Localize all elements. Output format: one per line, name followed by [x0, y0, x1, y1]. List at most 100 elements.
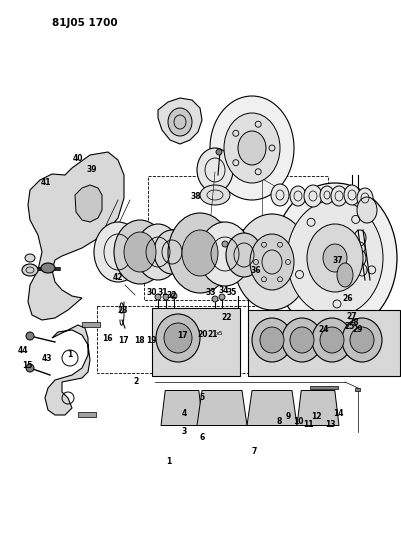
Text: 18: 18	[134, 336, 145, 344]
Polygon shape	[75, 185, 102, 222]
Ellipse shape	[168, 108, 192, 136]
Text: 24: 24	[319, 325, 329, 334]
Text: 14: 14	[334, 409, 344, 417]
Ellipse shape	[320, 186, 334, 204]
Circle shape	[219, 294, 225, 300]
Text: 23: 23	[117, 306, 128, 314]
Ellipse shape	[197, 148, 233, 192]
Text: 13: 13	[326, 421, 336, 429]
Circle shape	[212, 296, 218, 302]
Polygon shape	[158, 98, 202, 144]
Ellipse shape	[114, 220, 166, 284]
Circle shape	[26, 332, 34, 340]
Text: 17: 17	[177, 332, 188, 340]
Text: 32: 32	[166, 292, 177, 300]
Ellipse shape	[260, 327, 284, 353]
Polygon shape	[45, 325, 90, 415]
Text: 11: 11	[303, 421, 313, 429]
Ellipse shape	[273, 183, 397, 333]
Ellipse shape	[199, 222, 251, 286]
Ellipse shape	[210, 96, 294, 200]
Ellipse shape	[337, 263, 353, 287]
Text: 31: 31	[157, 288, 168, 296]
Text: 12: 12	[312, 413, 322, 421]
Ellipse shape	[282, 318, 322, 362]
Ellipse shape	[342, 318, 382, 362]
Ellipse shape	[354, 230, 366, 246]
Ellipse shape	[164, 323, 192, 353]
Circle shape	[222, 241, 228, 247]
Ellipse shape	[224, 113, 280, 183]
Text: 16: 16	[102, 334, 113, 343]
Text: 1: 1	[67, 350, 73, 359]
Ellipse shape	[234, 214, 310, 310]
Text: 39: 39	[86, 165, 97, 174]
Ellipse shape	[357, 188, 373, 208]
Ellipse shape	[94, 222, 142, 282]
Ellipse shape	[252, 318, 292, 362]
Polygon shape	[28, 152, 124, 320]
Circle shape	[26, 364, 34, 372]
Text: 36: 36	[251, 266, 261, 275]
Text: 3: 3	[182, 427, 187, 436]
Text: 10: 10	[294, 417, 304, 425]
Ellipse shape	[238, 131, 266, 165]
Polygon shape	[197, 391, 247, 425]
Text: 44: 44	[18, 346, 28, 355]
Circle shape	[155, 294, 161, 300]
Text: 30: 30	[146, 288, 157, 296]
Text: 5: 5	[200, 393, 205, 401]
Bar	[78, 412, 96, 417]
Text: 26: 26	[343, 294, 353, 303]
Text: 35: 35	[227, 288, 237, 296]
Ellipse shape	[200, 185, 230, 205]
Text: 19: 19	[146, 336, 157, 344]
Ellipse shape	[136, 224, 180, 280]
Text: 1: 1	[166, 457, 171, 465]
Text: 40: 40	[73, 155, 83, 163]
Circle shape	[171, 293, 177, 299]
Bar	[355, 388, 360, 391]
Ellipse shape	[312, 318, 352, 362]
Text: 20: 20	[197, 330, 208, 339]
Text: 17: 17	[118, 336, 129, 344]
Text: 41: 41	[41, 178, 51, 187]
Text: 2: 2	[134, 377, 139, 385]
Text: 6: 6	[200, 433, 205, 441]
Circle shape	[216, 149, 222, 155]
Ellipse shape	[290, 327, 314, 353]
Ellipse shape	[250, 234, 294, 290]
Text: 34: 34	[219, 286, 229, 295]
Polygon shape	[247, 391, 297, 425]
Text: 8: 8	[276, 417, 282, 425]
Text: 43: 43	[42, 354, 53, 362]
Text: 37: 37	[332, 256, 343, 264]
Ellipse shape	[357, 197, 377, 223]
Ellipse shape	[331, 186, 347, 206]
Text: 33: 33	[205, 288, 216, 296]
Polygon shape	[161, 391, 203, 425]
Bar	[248, 310, 400, 376]
Ellipse shape	[22, 264, 38, 276]
Text: 42: 42	[113, 273, 124, 281]
Text: 29: 29	[352, 325, 363, 334]
Ellipse shape	[344, 185, 360, 205]
Ellipse shape	[304, 185, 322, 207]
Text: x5: x5	[216, 330, 224, 336]
Bar	[82, 322, 100, 327]
Polygon shape	[297, 391, 339, 425]
Ellipse shape	[154, 230, 190, 274]
Bar	[144, 229, 340, 300]
Text: 9: 9	[285, 413, 291, 421]
Bar	[152, 308, 240, 376]
Ellipse shape	[25, 254, 35, 262]
Ellipse shape	[350, 327, 374, 353]
Text: 21: 21	[207, 330, 218, 339]
Circle shape	[163, 294, 169, 300]
Ellipse shape	[271, 184, 289, 206]
Text: 15: 15	[22, 361, 32, 370]
Ellipse shape	[124, 232, 156, 272]
Bar	[148, 176, 328, 230]
Text: 25: 25	[344, 322, 355, 330]
Ellipse shape	[290, 186, 306, 206]
